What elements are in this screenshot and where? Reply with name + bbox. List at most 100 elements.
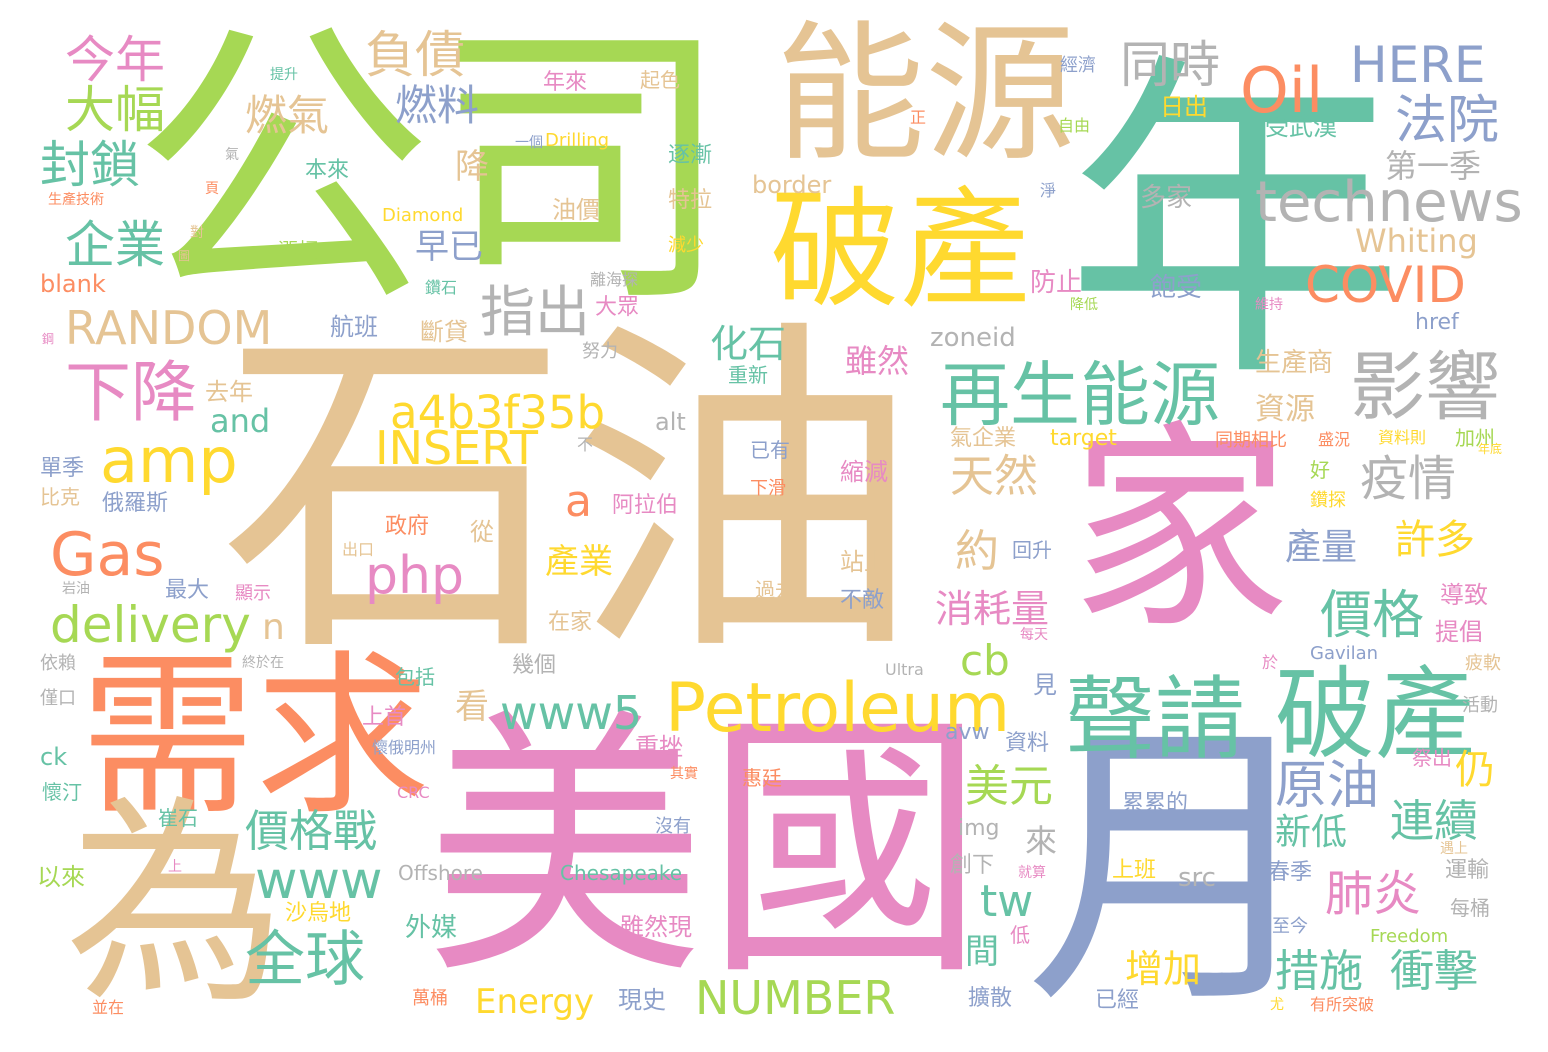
word-zaoyi: 早已 [415, 227, 483, 267]
word-www5: www5 [500, 686, 643, 740]
word-alabo: 阿拉伯 [612, 493, 679, 518]
word-diamond: Diamond [382, 205, 464, 226]
word-baokuo: 包括 [395, 665, 435, 689]
word-yu: 於 [1262, 653, 1279, 672]
word-delivery: delivery [50, 596, 251, 654]
word-zhanshang: 站上 [840, 548, 888, 576]
word-dui: 對 [190, 225, 204, 241]
word-tianran: 天然 [950, 451, 1038, 502]
word-border: border [752, 171, 832, 199]
word-chukou: 出口 [342, 540, 375, 559]
word-tw: tw [980, 876, 1034, 927]
word-jingji: 經濟 [1060, 55, 1096, 76]
word-zhujian: 逐漸 [668, 143, 713, 168]
word-xuduo: 許多 [1395, 517, 1475, 563]
word-zaijia: 在家 [548, 610, 593, 635]
word-yuanyou: 原油 [1275, 756, 1380, 816]
word-jiusuan: 就算 [1018, 865, 1046, 881]
word-technews: technews [1255, 170, 1523, 235]
word-chongxin: 重新 [728, 363, 768, 387]
word-tongshi: 同時 [1120, 36, 1220, 94]
word-drilling: Drilling [545, 130, 610, 151]
word-gas: Gas [50, 520, 165, 590]
word-xuqiu: 需求 [80, 636, 430, 839]
word-zhijin: 至今 [1272, 916, 1308, 937]
word-suiranxian: 雖然現 [620, 913, 692, 941]
word-dafu: 大幅 [65, 81, 165, 139]
word-jiage: 價格 [1320, 586, 1425, 646]
word-zuantan: 鑽探 [1310, 490, 1346, 511]
word-gang: 鋼 [42, 332, 55, 346]
word-wantong: 萬桶 [412, 988, 448, 1009]
word-yiyou: 已有 [750, 438, 790, 462]
word-jichu: 祭出 [1412, 746, 1452, 770]
word-ck: ck [40, 743, 68, 771]
word-shengchanjishu: 生產技術 [48, 192, 104, 208]
word-shang: 上 [168, 859, 182, 875]
word-jinnian: 今年 [65, 31, 165, 89]
word-niandi: 年底 [1478, 442, 1503, 456]
word-kan: 看 [455, 687, 489, 727]
word-weichi: 維持 [1255, 297, 1283, 313]
word-zhengfu: 政府 [385, 514, 430, 539]
word-huashi: 化石 [710, 322, 787, 366]
word-jianshao: 減少 [668, 235, 704, 256]
word-yue2: 約 [955, 526, 999, 577]
word-feiyan: 肺炎 [1325, 866, 1422, 922]
word-covid: COVID [1305, 256, 1466, 314]
word-baoshou: 飽受 [1150, 273, 1203, 303]
word-lianxu: 連續 [1390, 796, 1478, 847]
word-yige: 一個 [515, 135, 543, 151]
word-blank: blank [40, 270, 106, 298]
word-kuosan: 擴散 [968, 986, 1013, 1011]
word-php: php [365, 546, 464, 606]
word-bu: 不 [577, 435, 594, 454]
word-freedom: Freedom [1370, 926, 1449, 947]
word-qunian: 去年 [205, 378, 253, 406]
word-yijing: 已經 [1095, 988, 1140, 1013]
word-ultra: Ultra [885, 660, 924, 679]
word-bike: 比克 [40, 485, 80, 509]
word-img: img [958, 816, 1000, 841]
word-nianlai: 年來 [543, 70, 588, 95]
word-shengchanshang: 生產商 [1255, 348, 1334, 378]
word-lai: 來 [1025, 822, 1058, 860]
word-tichang: 提倡 [1435, 618, 1483, 646]
word-ziyuan: 資源 [1255, 392, 1315, 427]
word-cuoshi: 措施 [1275, 946, 1363, 997]
word-waimei: 外媒 [405, 913, 458, 943]
word-random: RANDOM [65, 301, 273, 355]
word-zhongcuo: 重挫 [635, 733, 683, 761]
word-you: 尤 [1270, 997, 1284, 1013]
word-guoqu: 過去 [755, 578, 795, 602]
word-cong: 從 [470, 518, 494, 546]
word-zhongyuzai: 終於在 [242, 655, 284, 671]
word-shengkuang: 盛況 [1318, 430, 1351, 449]
word-tisheng: 提升 [270, 67, 298, 83]
word-jiang: 降 [455, 147, 489, 187]
word-yue: 月 [1025, 695, 1325, 1044]
word-xiahua: 下滑 [750, 478, 786, 499]
word-danji: 單季 [40, 456, 85, 481]
word-diyiji: 第一季 [1385, 147, 1482, 185]
word-www: www [255, 851, 383, 911]
word-wei: 為 [65, 777, 286, 1033]
word-chunji: 春季 [1268, 860, 1313, 885]
word-zengjia: 增加 [1125, 947, 1202, 991]
word-shengqing: 聲請 [1065, 667, 1245, 772]
word-ye: 頁 [205, 181, 219, 197]
word-youjia: 油價 [552, 196, 600, 224]
word-shouwuhan: 受武漢 [1265, 113, 1337, 141]
word-shangban: 上班 [1112, 858, 1157, 883]
word-gavilan: Gavilan [1310, 643, 1379, 664]
word-cb: cb [960, 636, 1010, 685]
word-duandai: 斷貸 [420, 318, 468, 346]
word-here: HERE [1350, 36, 1486, 94]
word-huiting: 惠廷 [742, 766, 782, 790]
word-budi: 不敵 [840, 588, 885, 613]
word-jiazhou: 加州 [1455, 426, 1495, 450]
word-qi: 氣 [225, 147, 239, 163]
word-oil: Oil [1240, 54, 1324, 127]
word-zuida: 最大 [165, 578, 210, 603]
